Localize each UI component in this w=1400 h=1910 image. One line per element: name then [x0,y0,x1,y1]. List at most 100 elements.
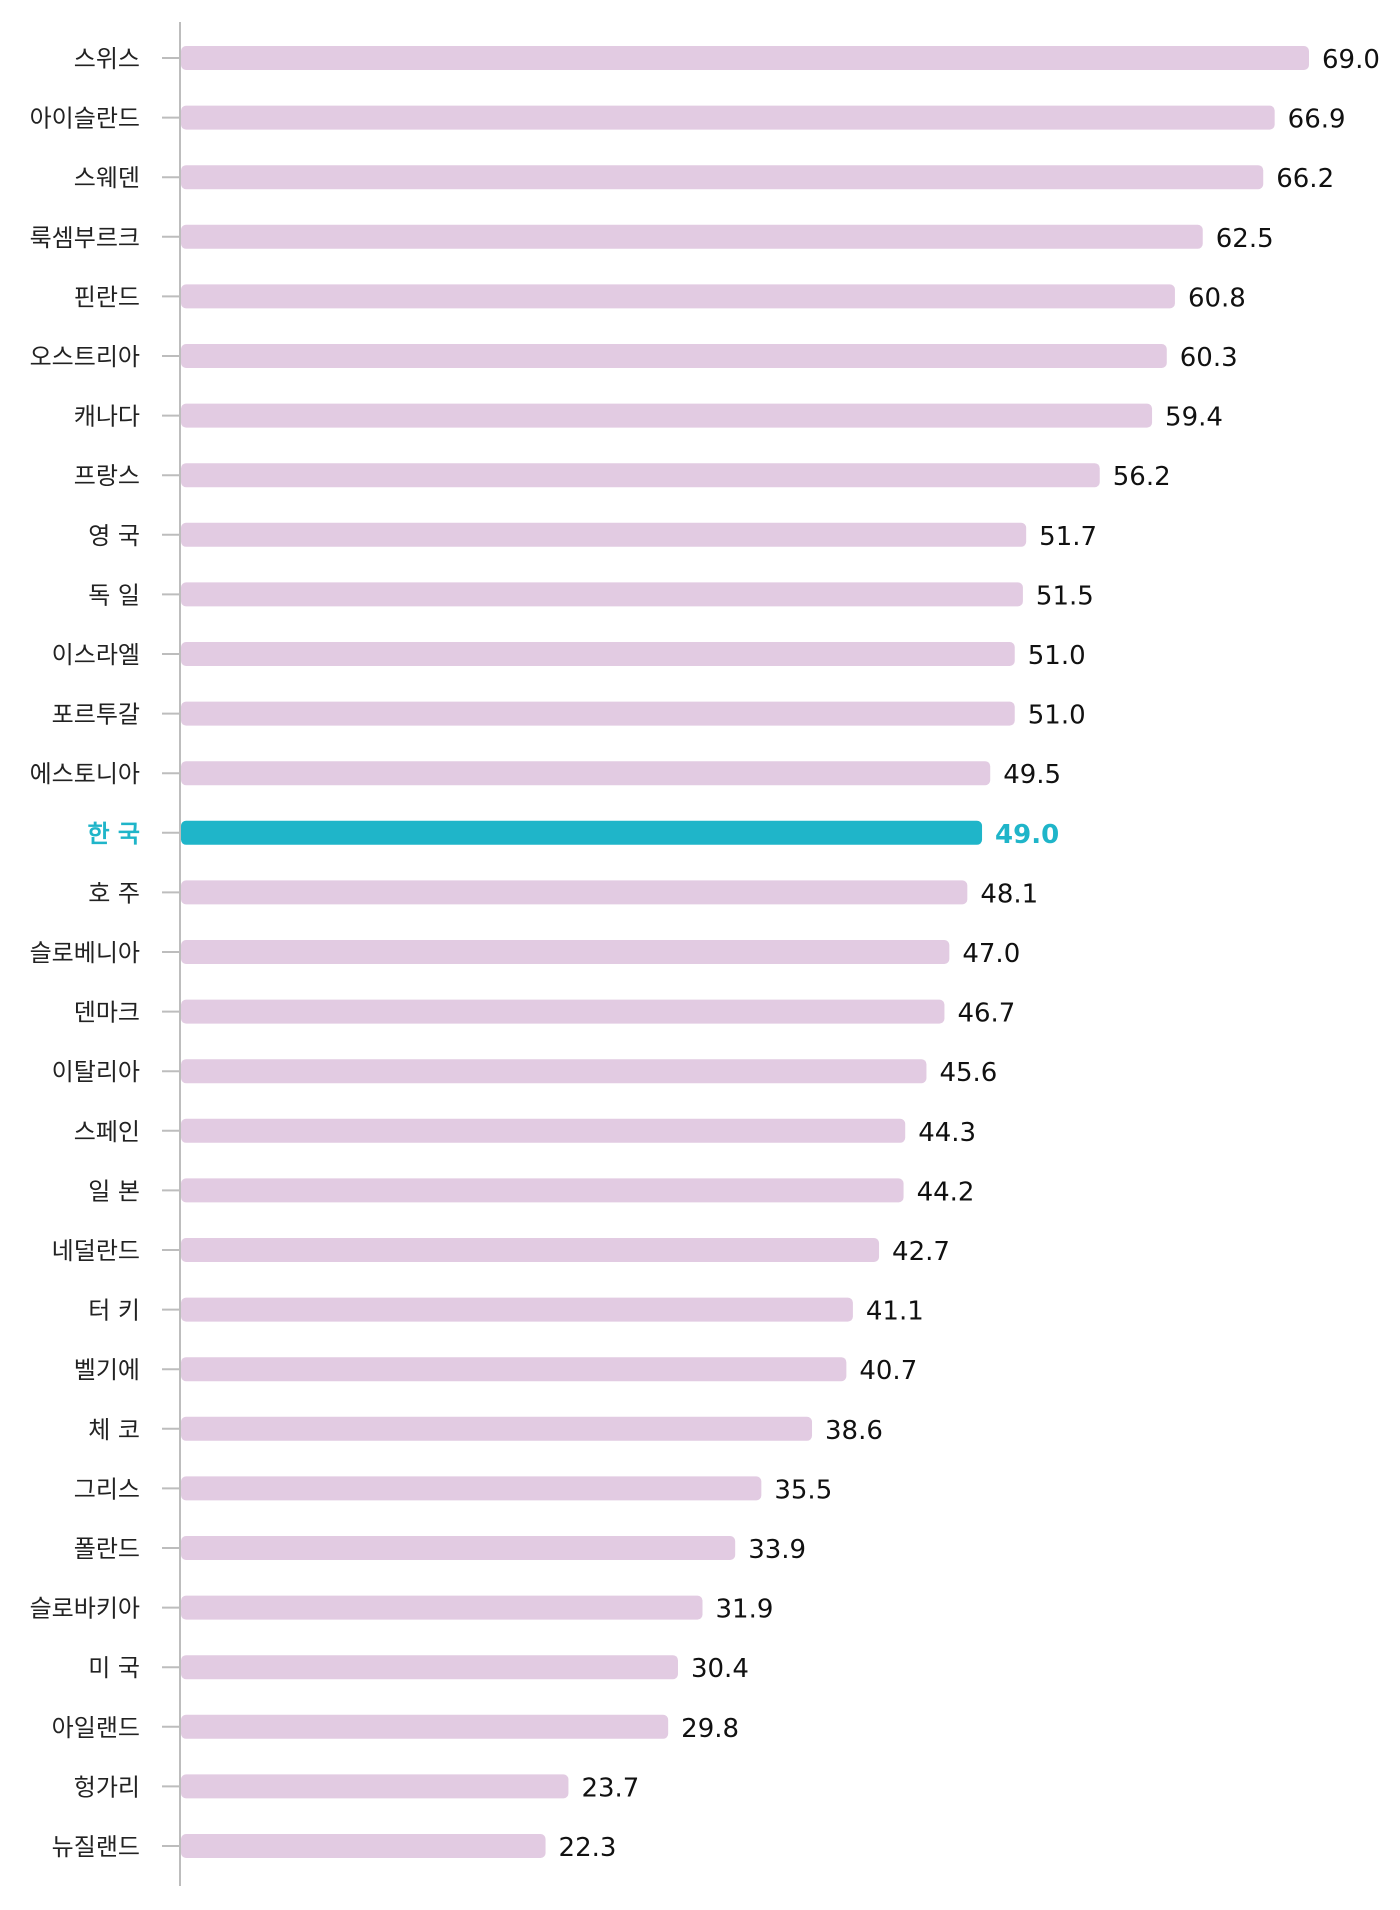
bar-row: 포르투갈 51.0 [52,701,1086,731]
bar [181,1238,880,1262]
bar [181,1655,678,1680]
bar [181,1416,813,1441]
bar [181,1595,703,1620]
value-label: 22.3 [559,1833,617,1863]
bar-row: 아이슬란드 66.9 [30,105,1346,135]
bar-row: 한 국 49.0 [87,820,1059,850]
value-label: 23.7 [581,1773,639,1803]
bar [181,1297,853,1322]
category-label: 이탈리아 [52,1058,140,1086]
bar-highlight [181,820,983,845]
bar-row: 네덜란드 42.7 [52,1237,950,1267]
category-label: 터 키 [88,1297,140,1325]
bar-row: 이탈리아 45.6 [52,1058,998,1088]
value-label: 41.1 [866,1297,924,1327]
bar-row: 스페인 44.3 [74,1118,976,1148]
bar-row: 그리스 35.5 [74,1475,832,1505]
bar [181,344,1167,368]
bar [181,1774,569,1799]
value-label: 40.7 [859,1356,917,1386]
bar [181,1834,546,1858]
bar [181,463,1100,488]
bar [181,999,945,1024]
value-label: 66.9 [1288,105,1346,135]
bar [181,701,1015,726]
bar-row: 이스라엘 51.0 [52,641,1086,671]
value-label: 60.3 [1180,343,1238,373]
bar-row: 독 일 51.5 [88,581,1094,611]
bar-row: 미 국 30.4 [88,1654,749,1684]
bar-row: 에스토니아 49.5 [30,760,1062,790]
value-label: 51.0 [1028,641,1086,671]
category-label: 포르투갈 [52,701,140,729]
category-label: 영 국 [88,522,140,550]
bar [181,522,1027,547]
bar-row: 호 주 48.1 [88,879,1038,909]
bar [181,165,1264,190]
bar [181,224,1203,249]
category-label: 헝가리 [74,1773,140,1801]
bar [181,940,950,964]
bar [181,46,1309,70]
value-label: 69.0 [1322,45,1380,75]
category-label: 핀란드 [74,283,140,311]
bar [181,642,1015,666]
bar [181,1476,762,1501]
value-label: 45.6 [939,1058,997,1088]
value-label: 59.4 [1165,403,1223,433]
bar-row: 스위스 69.0 [74,45,1380,75]
category-label: 벨기에 [74,1356,140,1384]
category-label: 에스토니아 [30,760,140,788]
bar-row: 오스트리아 60.3 [30,343,1238,373]
bar [181,1536,736,1560]
value-label: 33.9 [748,1535,806,1565]
bar [181,880,968,905]
value-label: 51.0 [1028,701,1086,731]
value-label: 51.7 [1039,522,1097,552]
bar [181,1118,906,1143]
bar-row: 아일랜드 29.8 [52,1714,739,1744]
bar-row: 일 본 44.2 [88,1177,974,1207]
category-label: 스페인 [74,1118,140,1146]
bar [181,1357,847,1382]
value-label: 44.3 [918,1118,976,1148]
bar-row: 덴마크 46.7 [74,999,1016,1029]
category-label: 스위스 [74,45,140,73]
category-label: 슬로바키아 [30,1595,140,1623]
category-label: 아이슬란드 [30,105,140,133]
category-label: 체 코 [88,1416,140,1444]
value-label: 29.8 [681,1714,739,1744]
bar [181,403,1153,428]
category-label: 미 국 [88,1654,140,1682]
bar [181,582,1023,607]
value-label: 60.8 [1188,283,1246,313]
category-label: 호 주 [88,879,140,907]
bar [181,1059,927,1084]
bar [181,761,991,786]
bar-row: 슬로바키아 31.9 [30,1595,774,1625]
bar [181,284,1175,309]
bar-row: 헝가리 23.7 [74,1773,640,1803]
value-label: 62.5 [1216,224,1274,254]
value-label: 30.4 [691,1654,749,1684]
bar [181,1178,904,1203]
bar [181,1714,669,1739]
category-label: 슬로베니아 [30,939,140,967]
bar-row: 핀란드 60.8 [74,283,1246,313]
category-label: 일 본 [88,1177,140,1205]
value-label: 46.7 [957,999,1015,1029]
category-label: 한 국 [87,820,140,848]
category-label: 네덜란드 [52,1237,140,1265]
bar-row: 영 국 51.7 [88,522,1097,552]
bar-row: 스웨덴 66.2 [74,164,1334,194]
value-label: 44.2 [917,1177,975,1207]
category-label: 뉴질랜드 [52,1833,140,1861]
bars-group: 스위스 69.0 아이슬란드 66.9 스웨덴 66.2 룩셈부르크 62.5 핀란드 60.8 오… [30,45,1380,1863]
bar-row: 체 코 38.6 [88,1416,883,1446]
bar-row: 슬로베니아 47.0 [30,939,1021,969]
bar-row: 폴란드 33.9 [74,1535,806,1565]
value-label: 49.5 [1003,760,1061,790]
value-label: 42.7 [892,1237,950,1267]
category-label: 독 일 [88,581,140,609]
